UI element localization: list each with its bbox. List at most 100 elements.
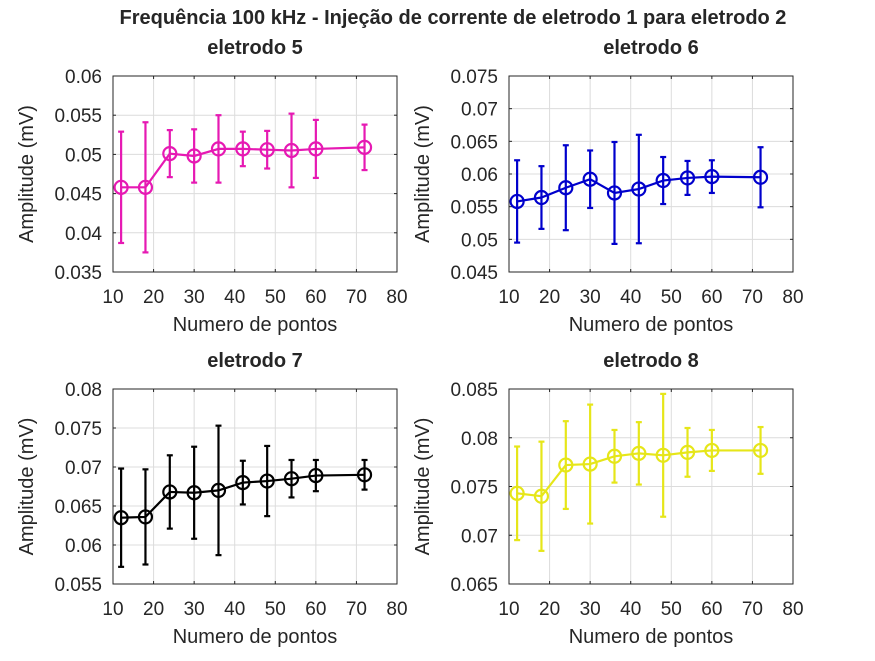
x-tick-label: 10 (498, 599, 519, 620)
x-tick-label: 30 (184, 287, 205, 308)
data-point (533, 189, 550, 206)
y-axis-label: Amplitude (mV) (16, 418, 38, 556)
x-axis-label: Numero de pontos (173, 314, 338, 336)
x-tick-label: 40 (620, 287, 641, 308)
data-point (186, 485, 202, 501)
y-tick-label: 0.045 (450, 263, 498, 284)
data-point (235, 141, 251, 157)
data-point (186, 148, 202, 164)
x-tick-label: 40 (620, 599, 641, 620)
data-point (655, 172, 671, 189)
y-tick-label: 0.05 (461, 230, 498, 251)
y-tick-label: 0.055 (54, 575, 102, 596)
x-tick-label: 70 (742, 287, 763, 308)
y-tick-label: 0.085 (450, 380, 498, 401)
x-tick-label: 30 (580, 287, 601, 308)
data-point (162, 484, 178, 500)
x-tick-label: 60 (305, 599, 326, 620)
x-tick-label: 80 (782, 599, 803, 620)
series-line (516, 175, 761, 203)
axes-frame (112, 388, 398, 585)
y-tick-label: 0.06 (461, 165, 498, 186)
y-tick-label: 0.045 (54, 185, 102, 206)
y-tick-label: 0.05 (65, 145, 102, 166)
y-axis-label: Amplitude (mV) (412, 418, 434, 556)
series-line (121, 146, 365, 189)
data-point (704, 169, 720, 185)
data-point (631, 181, 647, 197)
x-tick-label: 50 (265, 287, 286, 308)
plot-area (113, 76, 397, 272)
data-point (283, 142, 300, 159)
x-tick-label: 80 (386, 599, 407, 620)
series-line (121, 473, 365, 519)
x-tick-label: 60 (701, 287, 722, 308)
data-point (679, 444, 696, 460)
x-tick-label: 30 (184, 599, 205, 620)
y-tick-label: 0.075 (450, 478, 498, 499)
x-tick-label: 20 (143, 599, 164, 620)
data-point (137, 509, 154, 525)
x-tick-label: 10 (102, 287, 123, 308)
x-tick-label: 70 (346, 599, 367, 620)
x-tick-label: 60 (305, 287, 326, 308)
y-tick-label: 0.08 (65, 380, 102, 401)
y-tick-label: 0.065 (450, 575, 498, 596)
data-point (210, 141, 227, 157)
data-point (606, 185, 623, 201)
subplot-4: 10 20 30 40 50 60 70 80 0.065 0.07 0.075 0.08 0.085 e… (412, 350, 804, 648)
data-point (582, 171, 598, 187)
data-point (235, 475, 251, 491)
y-axis-label: Amplitude (mV) (16, 105, 38, 243)
subplot-3: 10 20 30 40 50 60 70 80 0.055 0.06 0.065 0.07 0.075 0… (16, 350, 408, 648)
y-axis-label: Amplitude (mV) (412, 105, 434, 243)
y-tick-label: 0.06 (65, 536, 102, 557)
subplot-title: eletrodo 5 (207, 37, 303, 59)
x-tick-label: 70 (742, 599, 763, 620)
x-axis-label: Numero de pontos (569, 626, 734, 648)
data-point (259, 142, 275, 158)
x-tick-label: 60 (701, 599, 722, 620)
y-tick-label: 0.06 (65, 67, 102, 88)
x-tick-label: 50 (661, 599, 682, 620)
subplot-title: eletrodo 8 (603, 350, 699, 372)
subplot-2: 10 20 30 40 50 60 70 80 0.045 0.05 0.055 0.06 0.065 0… (412, 37, 804, 336)
data-point (137, 179, 154, 195)
y-tick-label: 0.065 (54, 497, 102, 518)
x-tick-label: 30 (580, 599, 601, 620)
data-point (606, 448, 623, 464)
data-point (308, 467, 324, 484)
x-tick-label: 10 (102, 599, 123, 620)
x-tick-label: 80 (386, 287, 407, 308)
subplot-1: 10 20 30 40 50 60 70 80 0.035 0.04 0.045 0.05 0.055 0… (16, 37, 408, 336)
x-tick-label: 20 (539, 599, 560, 620)
y-tick-label: 0.07 (65, 458, 102, 479)
y-tick-label: 0.07 (461, 100, 498, 121)
x-tick-label: 10 (498, 287, 519, 308)
data-point (113, 510, 129, 526)
data-point (162, 146, 178, 162)
x-tick-label: 40 (224, 287, 245, 308)
y-tick-label: 0.065 (450, 132, 498, 153)
y-tick-label: 0.04 (65, 224, 102, 245)
data-point (752, 169, 769, 185)
y-tick-label: 0.055 (54, 106, 102, 127)
data-point (655, 447, 671, 463)
data-point (259, 473, 275, 489)
x-axis-label: Numero de pontos (173, 626, 338, 648)
data-point (631, 445, 647, 461)
x-tick-label: 80 (782, 287, 803, 308)
data-point (113, 179, 129, 195)
y-tick-label: 0.08 (461, 429, 498, 450)
y-tick-label: 0.035 (54, 263, 102, 284)
x-axis-label: Numero de pontos (569, 314, 734, 336)
data-point (356, 139, 373, 155)
x-tick-label: 50 (265, 599, 286, 620)
axes-frame (112, 75, 398, 273)
data-point (356, 467, 373, 483)
y-tick-label: 0.07 (461, 526, 498, 547)
subplot-title: eletrodo 6 (603, 37, 699, 59)
x-tick-label: 20 (539, 287, 560, 308)
